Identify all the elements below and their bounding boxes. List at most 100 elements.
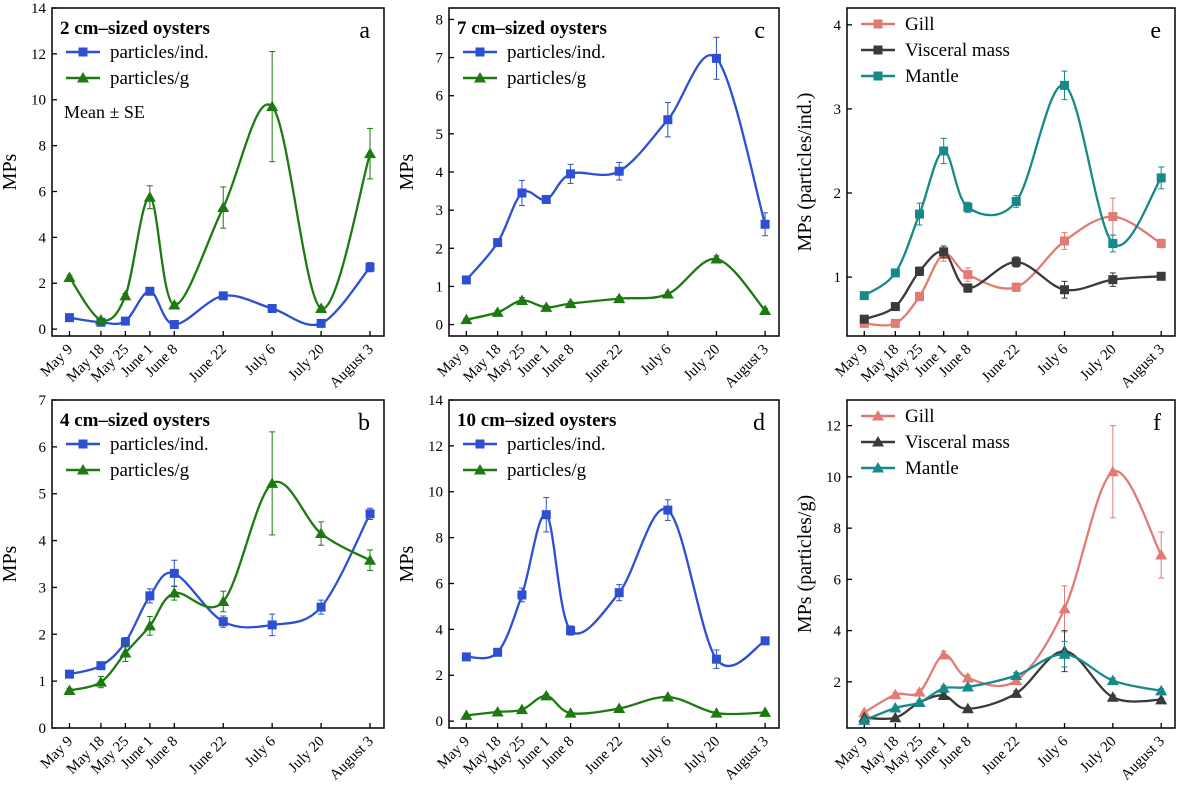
data-point <box>120 316 130 326</box>
legend-marker <box>78 439 88 449</box>
legend-marker <box>873 71 883 81</box>
data-point <box>365 509 375 519</box>
y-tick-label: 3 <box>436 203 444 219</box>
data-point <box>1058 602 1071 614</box>
data-point <box>169 568 179 578</box>
plot-frame <box>846 399 1176 729</box>
data-point <box>1106 674 1119 686</box>
data-point <box>913 696 926 707</box>
data-point <box>119 289 132 301</box>
y-tick-label: 2 <box>834 675 842 691</box>
y-tick-label: 4 <box>834 624 842 640</box>
x-tick-label: July 6 <box>1034 733 1071 770</box>
plot-frame <box>51 399 385 729</box>
data-point <box>710 252 723 264</box>
series-particles-g <box>63 51 377 325</box>
data-point <box>614 166 624 176</box>
y-tick-label: 12 <box>31 47 46 63</box>
data-point <box>1060 285 1070 295</box>
data-point <box>364 147 377 159</box>
y-tick-label: 7 <box>39 393 47 409</box>
x-tick-label: June 22 <box>186 734 230 778</box>
y-axis-title: MPs <box>0 153 21 190</box>
panel-letter: a <box>359 18 370 44</box>
data-point <box>937 682 950 693</box>
x-tick-label: June 22 <box>582 734 626 778</box>
y-axis-title: MPs <box>396 153 418 190</box>
y-tick-label: 10 <box>428 485 443 501</box>
data-point <box>267 620 277 630</box>
legend-marker <box>872 436 884 447</box>
y-tick-label: 7 <box>436 51 444 67</box>
legend-label: Visceral mass <box>905 432 1010 453</box>
data-point <box>889 702 902 713</box>
y-tick-label: 4 <box>436 622 444 638</box>
legend-marker <box>475 439 485 449</box>
y-axis-title: MPs <box>0 545 21 582</box>
data-point <box>218 617 228 627</box>
legend-label: particles/g <box>507 68 587 89</box>
legend-marker <box>872 410 884 421</box>
x-tick-label: July 20 <box>1077 342 1119 384</box>
legend-label: particles/ind. <box>507 434 606 455</box>
panel-letter: c <box>754 18 765 44</box>
series-particles-ind- <box>461 36 770 285</box>
data-point <box>939 146 949 156</box>
data-point <box>1011 257 1021 267</box>
legend-label: particles/g <box>507 460 587 481</box>
panel-letter: f <box>1153 410 1161 436</box>
legend-marker <box>873 45 883 55</box>
data-point <box>1106 691 1119 702</box>
y-tick-label: 2 <box>39 276 47 292</box>
y-tick-label: 12 <box>826 419 841 435</box>
data-point <box>663 505 673 515</box>
data-point <box>168 299 181 310</box>
data-point <box>1108 275 1118 285</box>
series-particles-ind- <box>64 262 375 330</box>
data-point <box>1106 465 1119 477</box>
y-tick-label: 5 <box>436 127 444 143</box>
data-point <box>915 209 925 219</box>
data-point <box>614 588 624 598</box>
data-point <box>145 286 155 296</box>
data-point <box>460 313 473 325</box>
x-tick-label: August 3 <box>327 342 377 392</box>
data-point <box>491 705 504 717</box>
x-tick-label: June 22 <box>979 342 1023 386</box>
legend-label: particles/ind. <box>507 42 606 63</box>
data-point <box>1108 238 1118 248</box>
plot-frame <box>448 7 780 337</box>
y-tick-label: 14 <box>31 1 47 17</box>
data-point <box>961 681 974 692</box>
data-point <box>1155 549 1168 560</box>
x-tick-label: July 20 <box>1077 734 1119 776</box>
panel-title: 4 cm–sized oysters <box>60 410 210 431</box>
series-particles-g <box>460 689 772 720</box>
x-tick-label: August 3 <box>722 734 772 784</box>
data-point <box>217 595 230 606</box>
data-point <box>889 688 902 700</box>
panel-title: 10 cm–sized oysters <box>457 410 616 431</box>
data-point <box>759 706 772 717</box>
series-mantle <box>859 70 1166 301</box>
x-tick-label: August 3 <box>722 342 772 392</box>
data-point <box>937 689 950 700</box>
y-tick-label: 4 <box>834 18 842 34</box>
y-tick-label: 6 <box>39 184 47 200</box>
data-point <box>515 703 528 715</box>
data-point <box>94 313 107 325</box>
legend-label: Gill <box>905 14 935 35</box>
panel-note: Mean ± SE <box>64 102 145 122</box>
y-tick-label: 1 <box>39 674 47 690</box>
series-line <box>466 507 766 668</box>
data-point <box>94 676 107 687</box>
y-tick-label: 0 <box>436 318 444 334</box>
data-point <box>961 672 974 683</box>
series-line <box>864 215 1162 327</box>
data-point <box>145 591 155 601</box>
data-point <box>963 283 973 293</box>
